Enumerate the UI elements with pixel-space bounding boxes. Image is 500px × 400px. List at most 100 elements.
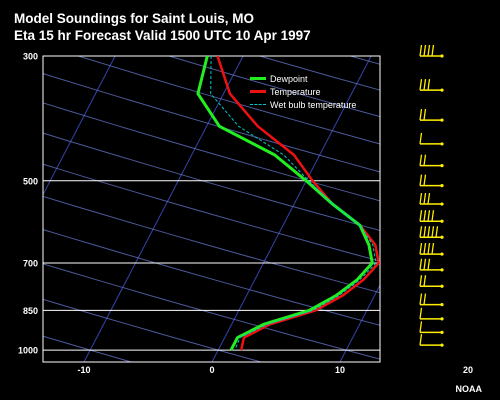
- dry-adiabat-line: [78, 56, 380, 145]
- dry-adiabat-line: [43, 163, 380, 262]
- dry-adiabat-line: [43, 263, 380, 360]
- wind-barb-flag: [423, 275, 427, 287]
- y-tick-label: 300: [23, 52, 38, 62]
- wind-barb-flag: [423, 210, 427, 222]
- dry-adiabat-line: [43, 195, 380, 294]
- wind-barb-flag: [419, 108, 423, 121]
- wind-barb-flag: [419, 321, 423, 333]
- wind-barb: [419, 307, 444, 321]
- wind-barb-flag: [419, 226, 423, 238]
- wind-barb: [419, 226, 444, 239]
- wind-barb-dot: [440, 343, 444, 347]
- wind-barb-dot: [440, 219, 444, 223]
- wind-barb-flag: [427, 192, 431, 205]
- wind-barb-flag: [419, 334, 423, 346]
- wind-barb-flag: [419, 293, 423, 305]
- wind-barb-flag: [423, 192, 427, 205]
- wind-barb: [419, 79, 444, 92]
- wind-barb-flag: [427, 210, 431, 222]
- wind-barb-dot: [440, 54, 444, 58]
- series-dewpoint: [196, 56, 374, 351]
- x-tick-label: 0: [209, 365, 214, 375]
- plot-frame: [42, 55, 381, 363]
- wind-barb-dot: [440, 330, 444, 334]
- x-tick-label: 20: [463, 365, 473, 375]
- wind-barb-flag: [435, 226, 439, 238]
- dry-adiabat-line: [43, 73, 380, 173]
- isotherm-line: [43, 56, 116, 196]
- wind-barb: [419, 258, 444, 272]
- legend-swatch-dewpoint: [250, 77, 266, 80]
- x-tick-label: -10: [77, 365, 90, 375]
- wind-barb-flag: [423, 293, 427, 305]
- wind-barb-dot: [440, 268, 444, 272]
- wind-barb-flag: [423, 79, 427, 91]
- y-tick-label: 700: [23, 258, 38, 268]
- wind-barb-flag: [419, 44, 423, 57]
- wind-barb: [419, 192, 444, 206]
- chart-title: Model Soundings for Saint Louis, MO: [14, 11, 254, 26]
- wind-barb-flag: [431, 242, 435, 255]
- wind-barb: [419, 275, 444, 288]
- legend: Dewpoint Temperature Wet bulb temperatur…: [250, 72, 356, 111]
- isotherm-line: [83, 56, 244, 362]
- chart-subtitle: Eta 15 hr Forecast Valid 1500 UTC 10 Apr…: [14, 28, 311, 43]
- wind-barb-flag: [423, 258, 427, 270]
- wind-barb-dot: [440, 142, 444, 146]
- dry-adiabat-line: [43, 102, 380, 202]
- legend-item-temperature: Temperature: [250, 85, 356, 98]
- wind-barb-flag: [423, 174, 427, 186]
- legend-swatch-temperature: [250, 90, 266, 93]
- isotherm-line: [468, 56, 500, 362]
- wind-barb: [419, 132, 444, 146]
- profiles-group: [196, 56, 380, 351]
- wind-barb-flag: [419, 242, 423, 255]
- dry-adiabat-line: [43, 298, 262, 362]
- legend-label-temperature: Temperature: [270, 86, 321, 97]
- wind-barb: [419, 293, 444, 307]
- wind-barb-dot: [440, 184, 444, 188]
- wind-barb-flag: [431, 210, 435, 222]
- wind-barb-dot: [440, 317, 444, 321]
- wind-barb-dot: [440, 88, 444, 92]
- wind-barbs: [419, 44, 444, 347]
- wind-barb-flag: [423, 226, 427, 238]
- wind-barb-flag: [423, 242, 427, 255]
- series-temperature: [216, 56, 380, 351]
- dry-adiabat-line: [441, 56, 500, 362]
- wind-barb-flag: [423, 108, 427, 121]
- legend-label-dewpoint: Dewpoint: [270, 73, 308, 84]
- wind-barb-flag: [431, 44, 435, 57]
- series-wetbulb: [210, 56, 377, 351]
- dry-adiabat-line: [43, 229, 380, 326]
- dry-adiabat-line: [43, 132, 380, 232]
- y-tick-label: 500: [23, 176, 38, 186]
- wind-barb-flag: [419, 79, 423, 91]
- wind-barb-flag: [419, 275, 423, 287]
- wind-barb: [419, 242, 444, 256]
- wind-barb: [419, 154, 444, 168]
- noaa-credit: NOAA: [455, 384, 483, 394]
- dry-adiabat-line: [43, 335, 132, 362]
- wind-barb: [419, 44, 444, 58]
- y-tick-label: 850: [23, 306, 38, 316]
- wind-barb-flag: [419, 307, 423, 319]
- wind-barb-flag: [419, 210, 423, 222]
- wind-barb-flag: [419, 154, 423, 166]
- legend-label-wetbulb: Wet bulb temperature: [270, 99, 357, 110]
- wind-barb-dot: [440, 202, 444, 206]
- legend-item-dewpoint: Dewpoint: [250, 72, 356, 85]
- wind-barb: [419, 210, 444, 223]
- y-tick-label: 1000: [18, 346, 38, 356]
- legend-item-wetbulb: Wet bulb temperature: [250, 98, 356, 111]
- wind-barb-flag: [427, 226, 431, 238]
- isotherm-line: [339, 283, 380, 362]
- wind-barb-dot: [440, 235, 444, 239]
- wind-barb-flag: [423, 154, 427, 166]
- wind-barb-flag: [431, 226, 435, 238]
- x-tick-label: 10: [335, 365, 345, 375]
- wind-barb-dot: [440, 302, 444, 307]
- wind-barb: [419, 321, 444, 334]
- wind-barb: [419, 174, 444, 188]
